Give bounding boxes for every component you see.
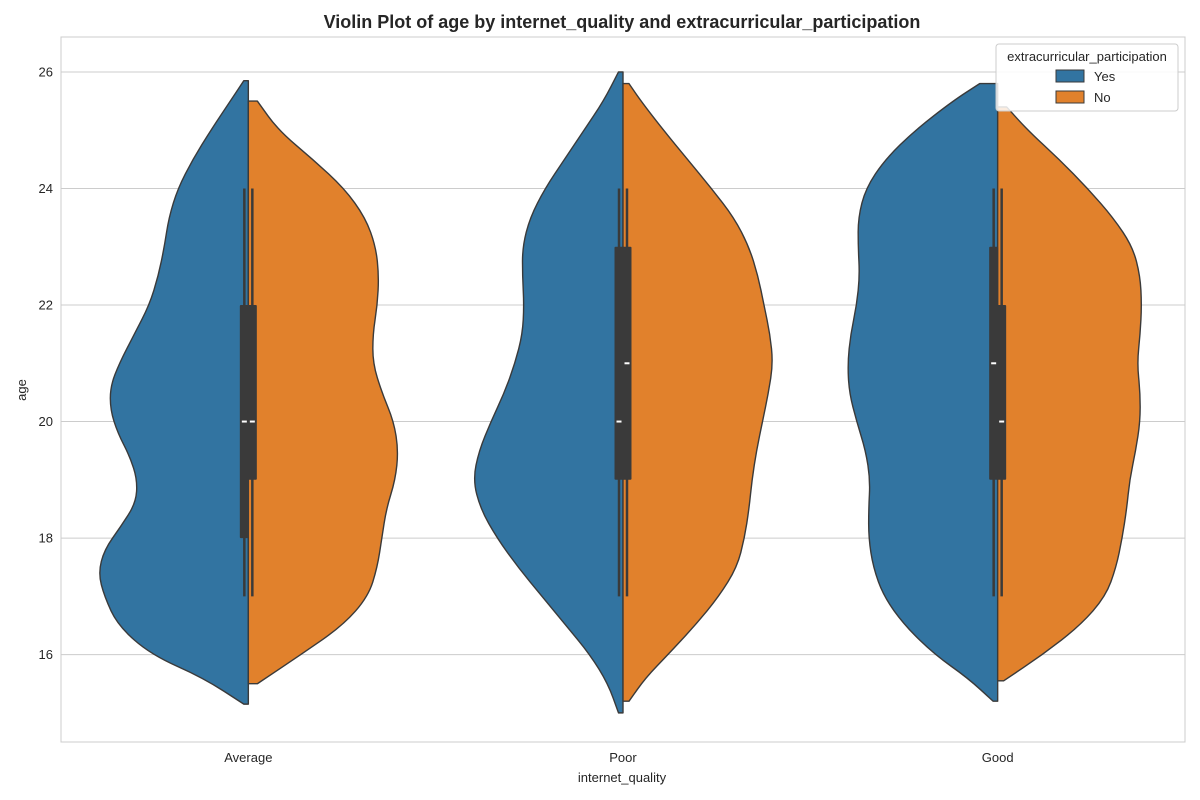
x-tick-label: Poor [609,750,637,765]
violins [99,71,1142,714]
violin-average-no [247,100,399,685]
box-plots [239,188,1007,597]
chart-title: Violin Plot of age by internet_quality a… [324,12,921,32]
y-axis-label: age [14,379,29,401]
y-tick-label: 16 [39,647,53,662]
legend-label-yes: Yes [1094,69,1116,84]
iqr-box-average-no [247,305,257,480]
y-tick-label: 26 [39,64,53,79]
y-tick-label: 20 [39,414,53,429]
violin-poor-yes [473,71,624,714]
violin-average-yes [99,79,250,705]
violin-good-yes [847,82,999,702]
legend-box [995,43,1179,112]
x-tick-label: Good [982,750,1014,765]
x-axis-label: internet_quality [578,770,667,785]
y-tick-label: 18 [39,531,53,546]
iqr-box-poor-yes [614,246,624,480]
legend-swatch-yes [1055,69,1085,83]
violin-poor-no [622,82,773,702]
x-tick-labels: Average Poor Good [224,750,1013,765]
legend-swatch-no [1055,90,1085,104]
legend-title: extracurricular_participation [1007,49,1167,64]
y-tick-label: 24 [39,181,53,196]
legend-label-no: No [1094,90,1111,105]
y-tick-labels: 16 18 20 22 24 26 [39,64,53,662]
iqr-box-good-no [997,305,1007,480]
y-tick-label: 22 [39,298,53,313]
x-tick-label: Average [224,750,272,765]
legend: extracurricular_participation Yes No [995,43,1179,112]
violin-good-no [996,106,1142,682]
